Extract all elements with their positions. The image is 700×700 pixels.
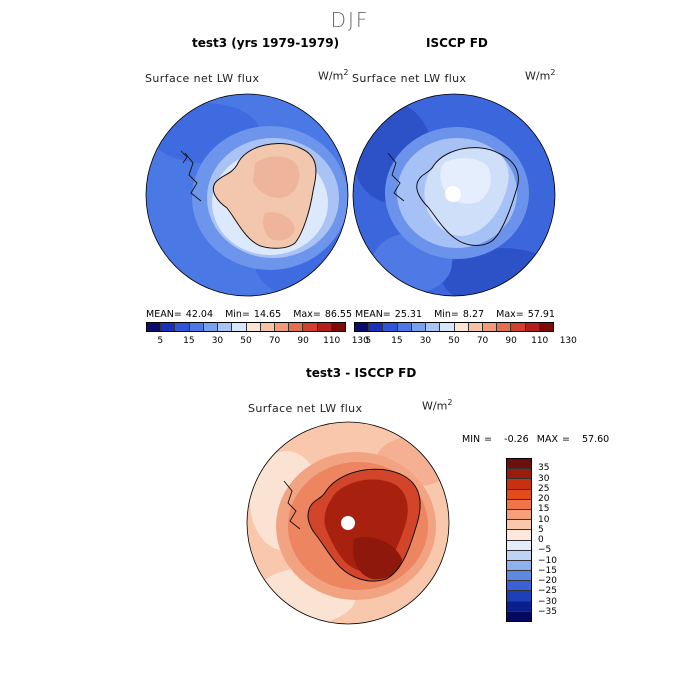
diff-colorbar-label: −20 <box>538 576 557 586</box>
diff-colorbar-swatch <box>507 550 531 561</box>
colorbar-swatch <box>525 323 540 331</box>
colorbar-swatch <box>482 323 498 331</box>
diff-colorbar-label: 20 <box>538 494 550 504</box>
season-title: DJF <box>330 8 370 32</box>
colorbar-tick-label: 90 <box>505 336 517 346</box>
diff-panel-polar-map <box>246 421 450 625</box>
diff-colorbar-swatch <box>507 581 531 592</box>
diff-colorbar-swatch <box>507 591 531 602</box>
colorbar-tick-label: 30 <box>419 336 432 346</box>
colorbar-tick-label: 110 <box>531 336 549 346</box>
diff-panel-title: test3 - ISCCP FD <box>306 366 417 380</box>
panel-1-field-label: Surface net LW flux <box>145 72 260 85</box>
panel-2-units: W/m2 <box>525 68 556 83</box>
panel-1-colorbar-ticks: 5 15 30 50 70 90 110 130 <box>146 336 368 348</box>
diff-colorbar-swatch <box>507 459 531 470</box>
colorbar-tick-label: 15 <box>391 336 403 346</box>
colorbar-tick-label: 110 <box>323 336 341 346</box>
diff-colorbar-label: −10 <box>538 555 557 566</box>
colorbar-swatch <box>246 323 261 331</box>
colorbar-tick-label: 50 <box>240 336 252 346</box>
panel-2-stats: MEAN= 25.31 Min= 8.27 Max= 57.91 <box>355 309 555 320</box>
panel-1-polar-map <box>145 93 349 297</box>
diff-colorbar-label: −15 <box>538 565 557 576</box>
diff-colorbar-label: 10 <box>538 514 550 525</box>
colorbar-swatch <box>511 323 526 331</box>
panel-2-colorbar <box>354 322 554 332</box>
colorbar-swatch <box>317 323 332 331</box>
diff-colorbar-swatch <box>507 520 531 531</box>
diff-panel-field-label: Surface net LW flux <box>248 402 363 415</box>
colorbar-swatch <box>218 323 233 331</box>
diff-colorbar-swatch <box>507 469 531 480</box>
panel-1-title: test3 (yrs 1979-1979) <box>192 36 340 50</box>
colorbar-tick-label: 50 <box>448 336 460 346</box>
diff-colorbar-label: 15 <box>538 504 550 515</box>
colorbar-swatch <box>203 323 219 331</box>
colorbar-swatch <box>175 323 190 331</box>
colorbar-tick-label: 5 <box>365 336 372 346</box>
colorbar-tick-label: 5 <box>157 336 164 346</box>
colorbar-swatch <box>232 323 247 331</box>
colorbar-swatch <box>369 323 384 331</box>
colorbar-tick-label: 70 <box>476 336 489 346</box>
colorbar-swatch <box>355 323 370 331</box>
colorbar-tick-label: 90 <box>297 336 309 346</box>
diff-colorbar-label: 35 <box>538 463 550 474</box>
colorbar-swatch <box>426 323 441 331</box>
diff-colorbar-swatch <box>507 611 531 621</box>
colorbar-tick-label: 15 <box>183 336 195 346</box>
diff-colorbar-labels: 35 30 25 20 15 10 5 0 −5 −10 −15 −20 −25 −30 −35 <box>538 458 578 622</box>
panel-1-stats: MEAN= 42.04 Min= 14.65 Max= 86.55 <box>146 309 353 320</box>
colorbar-swatch <box>147 323 162 331</box>
colorbar-swatch <box>383 323 398 331</box>
diff-colorbar-label: −30 <box>538 596 557 607</box>
diff-colorbar-swatch <box>507 489 531 500</box>
diff-colorbar-swatch <box>507 571 531 582</box>
diff-colorbar-swatch <box>507 499 531 510</box>
colorbar-swatch <box>274 323 290 331</box>
diff-colorbar-swatch <box>507 560 531 572</box>
colorbar-swatch <box>454 323 469 331</box>
panel-2-polar-map <box>352 93 556 297</box>
colorbar-tick-label: 130 <box>351 336 369 346</box>
diff-colorbar-swatch <box>507 530 531 541</box>
diff-colorbar-label: 30 <box>538 473 550 484</box>
panel-1-units: W/m2 <box>318 68 349 83</box>
diff-colorbar-swatch <box>507 479 531 490</box>
colorbar-tick-label: 30 <box>211 336 224 346</box>
colorbar-swatch <box>260 323 275 331</box>
colorbar-swatch <box>289 323 304 331</box>
panel-1-colorbar <box>146 322 346 332</box>
diff-colorbar-label: 0 <box>538 535 544 545</box>
diff-colorbar <box>506 458 532 622</box>
diff-colorbar-label: 25 <box>538 483 550 494</box>
panel-2-colorbar-ticks: 5 15 30 50 70 90 110 130 <box>354 336 576 348</box>
colorbar-swatch <box>189 323 204 331</box>
panel-2-title: ISCCP FD <box>426 36 488 50</box>
colorbar-swatch <box>411 323 427 331</box>
diff-panel-units: W/m2 <box>422 398 453 413</box>
colorbar-tick-label: 130 <box>559 336 577 346</box>
diff-colorbar-label: −5 <box>538 545 552 556</box>
colorbar-swatch <box>440 323 455 331</box>
colorbar-swatch <box>303 323 318 331</box>
colorbar-swatch <box>468 323 483 331</box>
colorbar-swatch <box>161 323 176 331</box>
colorbar-swatch <box>497 323 512 331</box>
diff-colorbar-label: 5 <box>538 524 544 535</box>
colorbar-swatch <box>539 323 554 331</box>
colorbar-tick-label: 70 <box>268 336 281 346</box>
diff-panel-minmax: MIN = -0.26 MAX = 57.60 <box>462 434 610 445</box>
diff-colorbar-swatch <box>507 540 531 551</box>
diff-colorbar-swatch <box>507 601 531 612</box>
diff-colorbar-label: −35 <box>538 606 557 617</box>
diff-colorbar-swatch <box>507 509 531 521</box>
colorbar-swatch <box>397 323 412 331</box>
diff-colorbar-label: −25 <box>538 586 557 597</box>
panel-2-field-label: Surface net LW flux <box>352 72 467 85</box>
colorbar-swatch <box>331 323 346 331</box>
